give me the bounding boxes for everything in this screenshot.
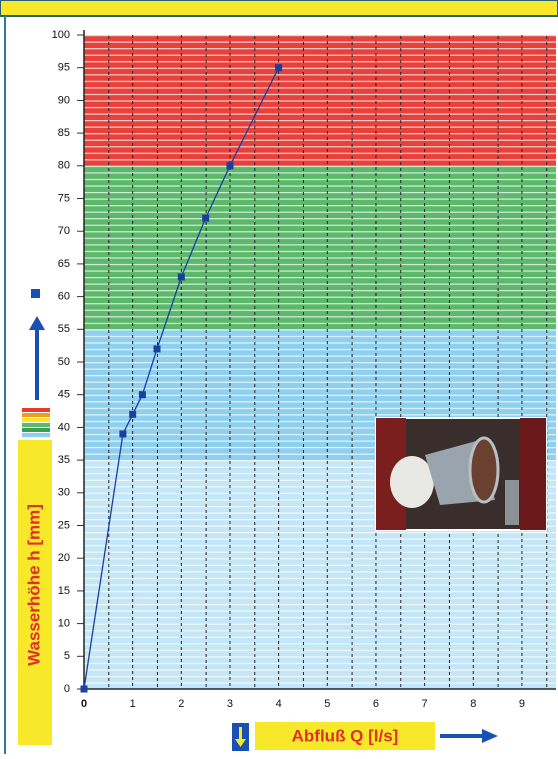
arrow-head (29, 316, 45, 330)
y-tick-label: 90 (58, 94, 70, 106)
x-tick-label: 4 (276, 698, 282, 710)
x-tick-label: 8 (470, 698, 476, 710)
x-tick-label: 7 (422, 698, 428, 710)
x-tick-label: 1 (130, 698, 136, 710)
arrow-head (482, 729, 498, 743)
y-tick-label: 80 (58, 160, 70, 172)
y-tick-label: 10 (58, 618, 70, 630)
y-label-box (18, 440, 52, 745)
plot: 0510152025303540455055606570758085909510… (52, 29, 556, 710)
top-bar (0, 0, 558, 17)
color-stripes (22, 408, 50, 437)
y-tick-label: 65 (58, 258, 70, 270)
y-axis-label: Wasserhöhe h [mm] (24, 504, 43, 666)
marker-icon (31, 289, 40, 298)
point (80, 685, 88, 693)
x-tick-label: 5 (324, 698, 330, 710)
point (226, 162, 234, 170)
y-tick-label: 0 (64, 683, 70, 695)
point (153, 345, 161, 353)
y-tick-label: 15 (58, 585, 70, 597)
point (138, 391, 146, 399)
point (202, 214, 210, 222)
point (275, 64, 283, 72)
y-tick-label: 55 (58, 323, 70, 335)
y-tick-label: 100 (52, 29, 70, 41)
x-tick-label: 2 (178, 698, 184, 710)
y-tick-label: 40 (58, 421, 70, 433)
x-label-box (255, 722, 435, 750)
y-tick-label: 35 (58, 454, 70, 466)
y-tick-label: 75 (58, 192, 70, 204)
y-tick-label: 25 (58, 519, 70, 531)
y-tick-label: 20 (58, 552, 70, 564)
photo (375, 417, 547, 531)
y-tick-label: 5 (64, 650, 70, 662)
y-tick-label: 60 (58, 291, 70, 303)
x-tick-label: 3 (227, 698, 233, 710)
y-tick-label: 45 (58, 389, 70, 401)
x-tick-label: 9 (519, 698, 525, 710)
point (119, 430, 127, 438)
arrow-head (235, 739, 246, 747)
y-tick-label: 50 (58, 356, 70, 368)
y-tick-label: 85 (58, 127, 70, 139)
y-tick-label: 70 (58, 225, 70, 237)
y-tick-label: 30 (58, 487, 70, 499)
x-tick-label: 6 (373, 698, 379, 710)
x-tick-label: 0 (81, 698, 87, 710)
y-tick-label: 95 (58, 62, 70, 74)
minor-grid (84, 35, 556, 689)
x-axis-label: Abfluß Q [l/s] (292, 726, 399, 745)
point (129, 410, 137, 418)
point (177, 273, 185, 281)
